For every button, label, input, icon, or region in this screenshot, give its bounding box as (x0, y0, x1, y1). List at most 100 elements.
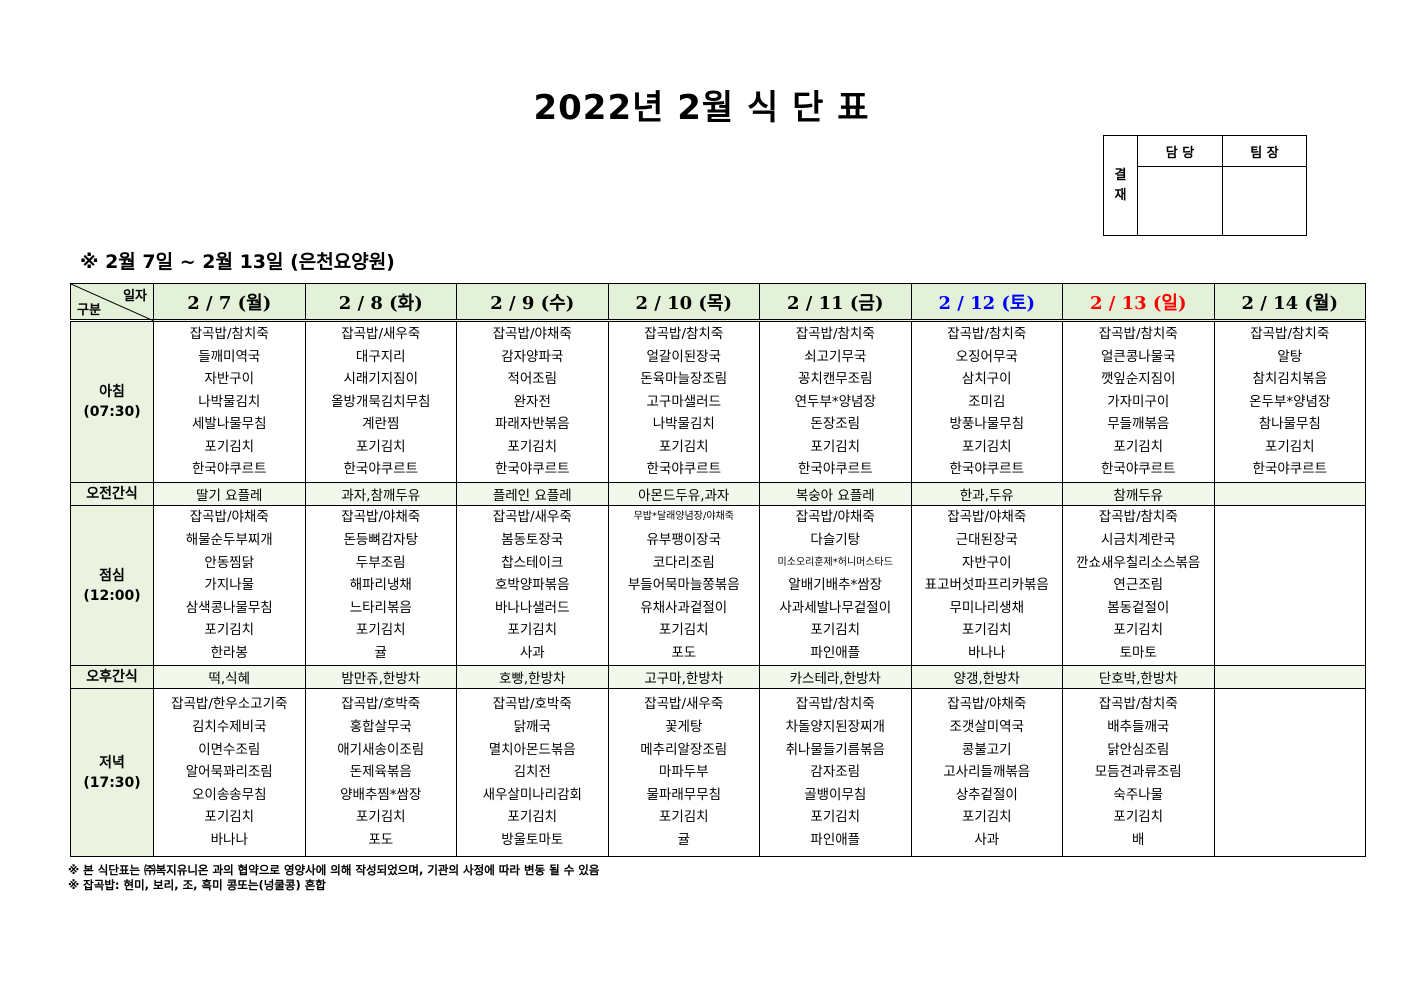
menu-item: 잡곡밥/참치죽 (1098, 696, 1178, 713)
menu-item: 닭깨국 (513, 719, 551, 736)
dinner-row: 저녁 (17:30) 잡곡밥/한우소고기죽 김치수제비국 이면수조림 알어묵꽈리조림 오이… (70, 688, 1366, 857)
breakfast-label: 아침 (07:30) (70, 320, 154, 483)
dinner-cell (1213, 688, 1366, 857)
menu-item: 연근조림 (1113, 577, 1164, 594)
dinner-cell: 잡곡밥/참치죽 차돌양지된장찌개 취나물들기름볶음 감자조림 골뱅이무침 포기김치 파인애플 (759, 688, 912, 857)
am-snack-cell: 플레인 요플레 (456, 482, 609, 506)
approval-label-char: 재 (1114, 187, 1127, 203)
breakfast-cell: 잡곡밥/참치죽 얼큰콩나물국 깻잎순지짐이 가자미구이 무들깨볶음 포기김치 한국야쿠르트 (1062, 320, 1215, 483)
corner-date-label: 일자 (123, 289, 147, 304)
menu-item: 모듬견과류조림 (1094, 764, 1182, 781)
dinner-cell: 잡곡밥/한우소고기죽 김치수제비국 이면수조림 알어묵꽈리조림 오이송송무침 포기김치 바나… (153, 688, 306, 857)
menu-item: 잡곡밥/참치죽 (1098, 509, 1178, 526)
footnote: ※ 본 식단표는 ㈜복지유니온 과의 협약으로 영양사에 의해 작성되었으며, … (68, 863, 600, 877)
menu-item: 자반구이 (204, 371, 255, 388)
menu-item: 한국야쿠르트 (1252, 461, 1328, 478)
lunch-cell: 잡곡밥/야채죽 근대된장국 자반구이 표고버섯파프리카볶음 무미나리생채 포기김치 바나나 (910, 505, 1063, 666)
menu-item: 잡곡밥/야채죽 (341, 509, 421, 526)
menu-item: 봄동토장국 (501, 532, 564, 549)
menu-item: 포기김치 (1113, 809, 1164, 826)
lunch-cell: 잡곡밥/야채죽 해물순두부찌개 안동찜닭 가지나물 삼색콩나물무침 포기김치 한라봉 (153, 505, 306, 666)
menu-item: 포기김치 (1264, 438, 1315, 455)
menu-item: 포기김치 (810, 622, 861, 639)
menu-item: 잡곡밥/야채죽 (189, 509, 269, 526)
menu-item: 봄동겉절이 (1107, 599, 1170, 616)
menu-item: 유채사과겉절이 (640, 599, 728, 616)
menu-item: 잡곡밥/호박죽 (492, 696, 572, 713)
am-snack-cell: 참깨두유 (1062, 482, 1215, 506)
menu-item: 포기김치 (810, 438, 861, 455)
menu-item: 한국야쿠르트 (343, 461, 419, 478)
menu-item: 양배추찜*쌈장 (340, 786, 422, 803)
date-header: 2 / 11 (금) (759, 283, 912, 322)
lunch-row: 점심 (12:00) 잡곡밥/야채죽 해물순두부찌개 안동찜닭 가지나물 삼색콩나물무침 포… (70, 505, 1366, 666)
menu-item: 한국야쿠르트 (646, 461, 722, 478)
lunch-label: 점심 (12:00) (70, 505, 154, 666)
footnote: ※ 잡곡밥: 현미, 보리, 조, 흑미 콩또는(넝쿨콩) 혼합 (68, 878, 326, 892)
dinner-label: 저녁 (17:30) (70, 688, 154, 857)
am-snack-cell: 복숭아 요플레 (759, 482, 912, 506)
breakfast-cell: 잡곡밥/참치죽 얼갈이된장국 돈육마늘장조림 고구마샐러드 나박물김치 포기김치 한국야쿠르… (607, 320, 760, 483)
menu-item: 잡곡밥/참치죽 (795, 696, 875, 713)
menu-item: 참치김치볶음 (1252, 371, 1328, 388)
lunch-cell: 잡곡밥/야채죽 돈등뼈감자탕 두부조림 해파리냉채 느타리볶음 포기김치 귤 (304, 505, 457, 666)
pm-snack-row: 오후간식 떡,식혜 밤만쥬,한방차 호빵,한방차 고구마,한방차 카스테라,한방차 양갱,… (70, 665, 1366, 689)
menu-item: 귤 (374, 644, 387, 661)
menu-item: 고사리들깨볶음 (943, 764, 1031, 781)
menu-item: 방풍나물무침 (949, 416, 1025, 433)
menu-item: 잡곡밥/야채죽 (947, 696, 1027, 713)
menu-item: 포기김치 (507, 809, 558, 826)
date-header: 2 / 13 (일) (1062, 283, 1215, 322)
menu-item: 감자양파국 (501, 348, 564, 365)
menu-item: 멸치아몬드볶음 (488, 741, 576, 758)
menu-item: 잡곡밥/호박죽 (341, 696, 421, 713)
menu-item: 가자미구이 (1107, 393, 1170, 410)
menu-item: 호박양파볶음 (494, 577, 570, 594)
menu-item: 귤 (677, 831, 690, 848)
menu-item: 자반구이 (961, 554, 1012, 571)
menu-item: 김치전 (513, 764, 551, 781)
menu-item: 포기김치 (810, 809, 861, 826)
date-header: 2 / 12 (토) (910, 283, 1063, 322)
menu-item: 무미나리생채 (949, 599, 1025, 616)
approval-col-manager: 담 당 (1137, 134, 1223, 168)
menu-item: 알탕 (1277, 348, 1303, 365)
meal-name: 저녁 (99, 754, 125, 771)
approval-label-char: 결 (1114, 167, 1127, 183)
am-snack-cell: 과자,참깨두유 (304, 482, 457, 506)
menu-item: 바나나 (210, 831, 248, 848)
menu-item: 포기김치 (1113, 438, 1164, 455)
approval-col-team-lead: 팀 장 (1222, 134, 1307, 168)
lunch-cell: 잡곡밥/새우죽 봄동토장국 찹스테이크 호박양파볶음 바나나샐러드 포기김치 사과 (456, 505, 609, 666)
am-snack-cell: 아몬드두유,과자 (607, 482, 760, 506)
menu-item: 오이송송무침 (191, 786, 267, 803)
menu-item: 삼치구이 (961, 371, 1012, 388)
am-snack-row: 오전간식 딸기 요플레 과자,참깨두유 플레인 요플레 아몬드두유,과자 복숭아 요플레… (70, 482, 1366, 506)
date-header: 2 / 10 (목) (607, 283, 760, 322)
menu-item: 마파두부 (658, 764, 709, 781)
meal-time: (07:30) (83, 404, 141, 420)
menu-item: 포기김치 (204, 809, 255, 826)
date-header: 2 / 9 (수) (456, 283, 609, 322)
lunch-cell: 무밥*달래양념장/야채죽 유부팽이장국 코다리조림 부들어묵마늘쫑볶음 유채사과겉절이 포… (607, 505, 760, 666)
menu-item: 잡곡밥/야채죽 (947, 509, 1027, 526)
menu-item: 잡곡밥/새우죽 (644, 696, 724, 713)
menu-item: 해파리냉채 (349, 577, 412, 594)
menu-item: 코다리조림 (652, 554, 715, 571)
menu-item: 포기김치 (204, 622, 255, 639)
date-header-row: 일자 구분 2 / 7 (월) 2 / 8 (화) 2 / 9 (수) 2 / 10 … (70, 283, 1366, 322)
menu-item: 알배기배추*쌈장 (788, 577, 883, 594)
pm-snack-cell: 떡,식혜 (153, 665, 306, 689)
menu-item: 한라봉 (210, 644, 248, 661)
menu-item: 물파래무무침 (646, 786, 722, 803)
menu-item: 잡곡밥/참치죽 (1250, 325, 1330, 342)
menu-item: 잡곡밥/새우죽 (492, 509, 572, 526)
menu-item: 가지나물 (204, 577, 255, 594)
menu-item: 얼큰콩나물국 (1100, 348, 1176, 365)
menu-item: 세발나물무침 (191, 416, 267, 433)
menu-item: 연두부*양념장 (794, 393, 876, 410)
menu-item: 해물순두부찌개 (185, 532, 273, 549)
menu-item: 숙주나물 (1113, 786, 1164, 803)
menu-item: 잡곡밥/참치죽 (947, 325, 1027, 342)
menu-item: 잡곡밥/한우소고기죽 (171, 696, 288, 713)
